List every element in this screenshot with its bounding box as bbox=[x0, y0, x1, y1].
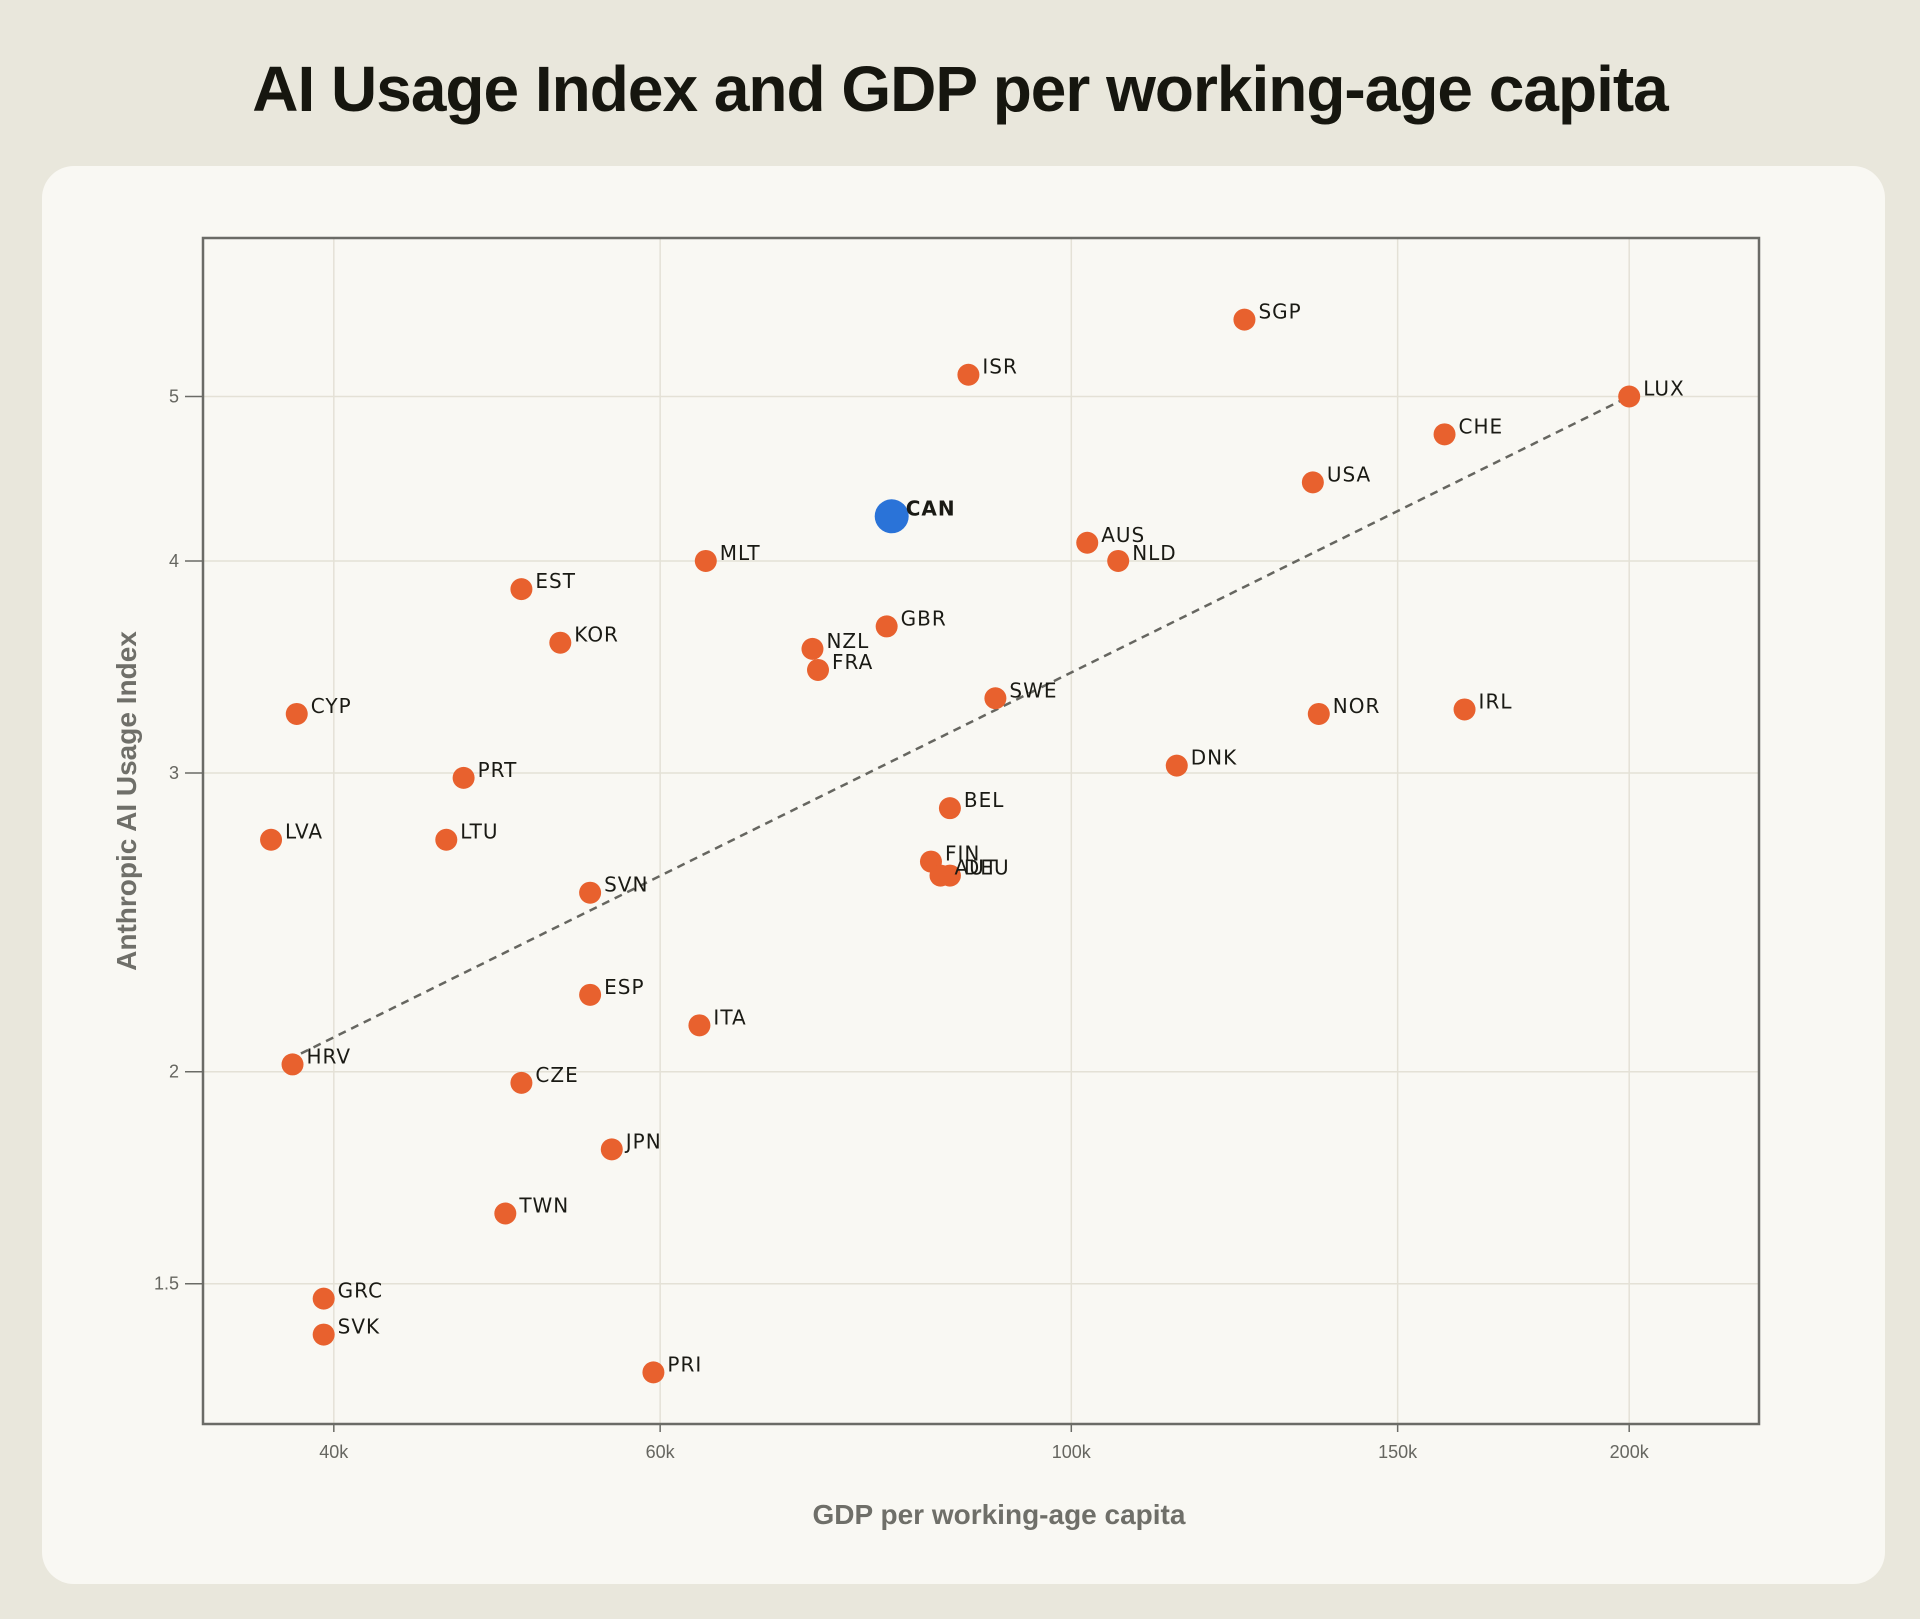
x-tick-label: 200k bbox=[1610, 1442, 1650, 1462]
trendline-path bbox=[300, 395, 1630, 1055]
grid-lines bbox=[203, 238, 1759, 1424]
point-svk[interactable] bbox=[312, 1323, 335, 1346]
point-label-pri: PRI bbox=[667, 1352, 702, 1376]
point-label-est: EST bbox=[535, 569, 576, 593]
y-tick-label: 2 bbox=[169, 1062, 179, 1082]
point-fra[interactable] bbox=[807, 658, 830, 681]
point-cze[interactable] bbox=[510, 1071, 533, 1094]
point-usa[interactable] bbox=[1301, 471, 1324, 494]
point-aus[interactable] bbox=[1076, 531, 1099, 554]
point-label-kor: KOR bbox=[574, 623, 619, 647]
scatter-chart: 40k 60k 100k 150k 200k 1.5 2 3 4 5 SGP ISR LUX CHE US… bbox=[111, 236, 1761, 1530]
x-axis-label: GDP per working-age capita bbox=[813, 1499, 1186, 1530]
point-hrv[interactable] bbox=[281, 1053, 304, 1076]
point-label-nzl: NZL bbox=[826, 629, 869, 653]
point-irl[interactable] bbox=[1453, 698, 1476, 721]
point-label-swe: SWE bbox=[1009, 678, 1057, 702]
point-label-prt: PRT bbox=[478, 758, 518, 782]
point-sgp[interactable] bbox=[1233, 308, 1256, 331]
point-jpn[interactable] bbox=[600, 1138, 623, 1161]
point-lva[interactable] bbox=[260, 828, 283, 851]
point-label-nor: NOR bbox=[1333, 694, 1381, 718]
point-kor[interactable] bbox=[549, 631, 572, 654]
point-deu[interactable] bbox=[938, 864, 961, 887]
point-label-gbr: GBR bbox=[901, 606, 947, 630]
point-label-fin: FIN bbox=[945, 842, 980, 866]
point-nld[interactable] bbox=[1107, 549, 1130, 572]
y-tick-label: 5 bbox=[169, 387, 179, 407]
point-pri[interactable] bbox=[642, 1361, 665, 1384]
point-label-aut: AUT bbox=[954, 856, 998, 880]
point-twn[interactable] bbox=[494, 1202, 517, 1225]
point-lux[interactable] bbox=[1618, 385, 1641, 408]
point-mlt[interactable] bbox=[694, 549, 717, 572]
point-label-fra: FRA bbox=[832, 650, 873, 674]
x-tick-label: 150k bbox=[1378, 1442, 1418, 1462]
point-label-twn: TWN bbox=[518, 1193, 569, 1217]
point-label-hrv: HRV bbox=[307, 1044, 352, 1068]
point-can[interactable] bbox=[874, 499, 909, 534]
point-label-ita: ITA bbox=[713, 1005, 746, 1029]
point-label-sgp: SGP bbox=[1258, 300, 1301, 324]
point-label-usa: USA bbox=[1327, 462, 1371, 486]
point-label-cze: CZE bbox=[535, 1063, 578, 1087]
y-tick-label: 3 bbox=[169, 763, 179, 783]
chart-card: 40k 60k 100k 150k 200k 1.5 2 3 4 5 SGP ISR LUX CHE US… bbox=[42, 166, 1885, 1584]
y-tick-label: 4 bbox=[169, 551, 179, 571]
trendline bbox=[300, 395, 1630, 1055]
point-bel[interactable] bbox=[938, 797, 961, 820]
point-label-irl: IRL bbox=[1479, 689, 1513, 713]
data-labels: SGPISRLUXCHEUSACANAUSNLDMLTESTKORGBRNZLF… bbox=[285, 300, 1685, 1377]
point-nor[interactable] bbox=[1307, 702, 1330, 725]
point-label-isr: ISR bbox=[982, 355, 1018, 379]
y-tick-label: 1.5 bbox=[154, 1274, 179, 1294]
axis-ticks: 40k 60k 100k 150k 200k 1.5 2 3 4 5 bbox=[154, 387, 1650, 1462]
point-label-lux: LUX bbox=[1643, 377, 1685, 401]
point-label-cyp: CYP bbox=[311, 694, 352, 718]
point-esp[interactable] bbox=[579, 983, 602, 1006]
y-axis-label: Anthropic AI Usage Index bbox=[111, 631, 142, 971]
point-label-deu: DEU bbox=[964, 856, 1010, 880]
x-tick-label: 40k bbox=[319, 1442, 349, 1462]
point-label-bel: BEL bbox=[964, 788, 1005, 812]
point-ltu[interactable] bbox=[435, 828, 458, 851]
point-isr[interactable] bbox=[957, 363, 980, 386]
point-label-dnk: DNK bbox=[1191, 746, 1237, 770]
point-label-nld: NLD bbox=[1132, 541, 1177, 565]
point-label-aus: AUS bbox=[1101, 523, 1145, 547]
point-grc[interactable] bbox=[312, 1287, 335, 1310]
data-points bbox=[260, 308, 1641, 1384]
point-label-svn: SVN bbox=[604, 873, 648, 897]
x-tick-label: 100k bbox=[1052, 1442, 1092, 1462]
page-title: AI Usage Index and GDP per working-age c… bbox=[252, 53, 1669, 125]
point-label-esp: ESP bbox=[604, 975, 644, 999]
plot-frame bbox=[201, 236, 1761, 1426]
point-ita[interactable] bbox=[688, 1014, 711, 1037]
point-label-svk: SVK bbox=[338, 1315, 381, 1339]
point-label-lva: LVA bbox=[285, 820, 323, 844]
point-swe[interactable] bbox=[984, 687, 1007, 710]
point-est[interactable] bbox=[510, 578, 533, 601]
point-che[interactable] bbox=[1433, 423, 1456, 446]
point-gbr[interactable] bbox=[875, 615, 898, 638]
point-label-mlt: MLT bbox=[720, 541, 761, 565]
point-dnk[interactable] bbox=[1165, 754, 1188, 777]
point-label-can: CAN bbox=[906, 496, 956, 520]
point-prt[interactable] bbox=[452, 766, 475, 789]
point-nzl[interactable] bbox=[801, 637, 824, 660]
point-label-ltu: LTU bbox=[460, 820, 498, 844]
point-label-che: CHE bbox=[1459, 414, 1504, 438]
point-cyp[interactable] bbox=[285, 702, 308, 725]
x-tick-label: 60k bbox=[646, 1442, 676, 1462]
point-svn[interactable] bbox=[579, 881, 602, 904]
point-label-grc: GRC bbox=[338, 1279, 383, 1303]
point-label-jpn: JPN bbox=[624, 1129, 662, 1153]
